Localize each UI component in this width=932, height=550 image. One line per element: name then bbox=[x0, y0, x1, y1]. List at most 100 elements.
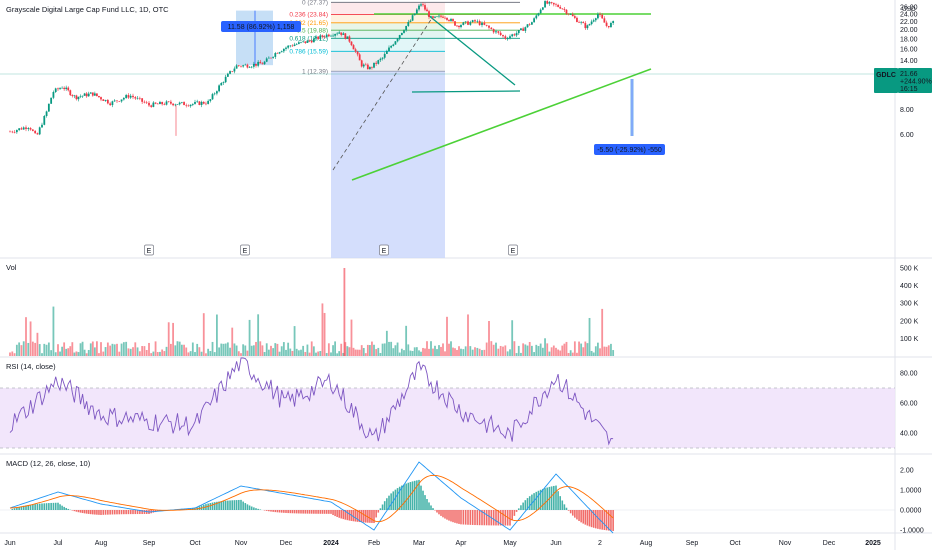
volume-bar bbox=[113, 344, 116, 356]
candle-body bbox=[450, 19, 452, 21]
macd-histogram-bar bbox=[276, 510, 279, 513]
candle-body bbox=[233, 68, 236, 72]
macd-histogram-bar bbox=[244, 503, 247, 510]
candle-body bbox=[304, 41, 307, 43]
volume-bar bbox=[315, 352, 317, 356]
macd-histogram-bar bbox=[555, 485, 557, 510]
volume-bar bbox=[403, 350, 405, 356]
volume-bar bbox=[216, 314, 218, 356]
volume-bar bbox=[377, 347, 380, 356]
volume-bar bbox=[569, 350, 572, 356]
volume-bar bbox=[336, 353, 339, 356]
macd-histogram-bar bbox=[464, 510, 467, 525]
volume-bar bbox=[550, 347, 553, 356]
volume-bar bbox=[47, 342, 50, 356]
macd-histogram-bar bbox=[255, 508, 257, 510]
volume-bar bbox=[571, 352, 574, 356]
macd-histogram-bar bbox=[420, 485, 422, 510]
macd-histogram-bar bbox=[338, 510, 340, 518]
volume-bar bbox=[138, 351, 141, 356]
volume-bar bbox=[161, 349, 164, 356]
candle-body bbox=[265, 58, 268, 62]
macd-histogram-bar bbox=[102, 510, 105, 515]
macd-histogram-bar bbox=[582, 510, 585, 524]
candle-body bbox=[535, 15, 538, 19]
macd-histogram-bar bbox=[612, 510, 614, 532]
fib-diagonal bbox=[332, 17, 433, 171]
candle-body bbox=[379, 58, 382, 61]
volume-bar bbox=[588, 317, 591, 356]
candle-body bbox=[111, 101, 114, 106]
candle-body bbox=[302, 41, 305, 42]
candle-body bbox=[315, 36, 317, 39]
macd-histogram-bar bbox=[313, 510, 315, 514]
volume-bar bbox=[448, 343, 450, 356]
volume-bar bbox=[607, 345, 610, 356]
volume-bar bbox=[61, 346, 63, 356]
candle-body bbox=[300, 41, 302, 43]
volume-bar bbox=[488, 320, 490, 356]
macd-histogram-bar bbox=[578, 510, 580, 521]
macd-histogram-bar bbox=[557, 491, 559, 510]
candle-body bbox=[202, 101, 205, 104]
fib-zone bbox=[331, 38, 445, 52]
volume-bar bbox=[211, 341, 214, 356]
volume-bar bbox=[267, 349, 270, 356]
macd-histogram-bar bbox=[295, 510, 298, 514]
macd-histogram-bar bbox=[485, 510, 488, 526]
macd-histogram-bar bbox=[426, 499, 428, 510]
candle-body bbox=[557, 4, 559, 7]
macd-histogram-bar bbox=[495, 510, 497, 526]
macd-histogram-bar bbox=[278, 510, 281, 513]
candle-body bbox=[129, 95, 132, 98]
macd-histogram-bar bbox=[73, 510, 76, 512]
volume-bar bbox=[456, 349, 458, 356]
macd-histogram-bar bbox=[81, 510, 84, 514]
candle-body bbox=[159, 101, 161, 105]
macd-histogram-bar bbox=[371, 510, 373, 523]
volume-bar bbox=[20, 345, 23, 356]
volume-bar bbox=[31, 341, 34, 356]
volume-bar bbox=[471, 349, 474, 356]
candle-body bbox=[226, 73, 229, 77]
candle-body bbox=[464, 21, 467, 23]
macd-histogram-bar bbox=[442, 510, 444, 518]
volume-bar bbox=[597, 342, 599, 356]
volume-bar bbox=[442, 343, 444, 356]
volume-bar bbox=[198, 347, 201, 356]
macd-histogram-bar bbox=[125, 510, 127, 515]
candle-body bbox=[432, 16, 434, 18]
volume-bar bbox=[555, 347, 557, 356]
candle-body bbox=[442, 16, 444, 18]
candle-body bbox=[274, 53, 277, 57]
macd-histogram-bar bbox=[520, 505, 522, 510]
macd-histogram-bar bbox=[561, 500, 564, 510]
candle-body bbox=[36, 133, 39, 135]
time-tick-label: Sep bbox=[143, 540, 156, 547]
candle-body bbox=[550, 1, 553, 3]
volume-bar bbox=[343, 268, 346, 356]
volume-bar bbox=[116, 343, 118, 356]
volume-bar bbox=[559, 350, 562, 356]
macd-histogram-bar bbox=[544, 488, 546, 510]
volume-bar bbox=[524, 344, 527, 356]
candle-body bbox=[310, 40, 313, 43]
macd-histogram-bar bbox=[483, 510, 486, 526]
candle-body bbox=[27, 128, 30, 130]
volume-bar bbox=[340, 343, 343, 356]
macd-histogram-bar bbox=[92, 510, 94, 515]
volume-bar bbox=[200, 351, 203, 356]
candle-body bbox=[122, 97, 125, 100]
macd-histogram-bar bbox=[476, 510, 479, 526]
macd-histogram-bar bbox=[569, 510, 572, 514]
candle-body bbox=[75, 95, 78, 100]
candle-body bbox=[261, 63, 264, 65]
macd-histogram-bar bbox=[405, 483, 407, 510]
macd-histogram-bar bbox=[111, 510, 114, 515]
candle-body bbox=[392, 44, 395, 46]
candle-body bbox=[220, 82, 223, 86]
macd-histogram-bar bbox=[220, 501, 223, 510]
earnings-marker bbox=[144, 244, 154, 256]
macd-histogram-bar bbox=[586, 510, 589, 526]
volume-bar bbox=[304, 351, 307, 356]
